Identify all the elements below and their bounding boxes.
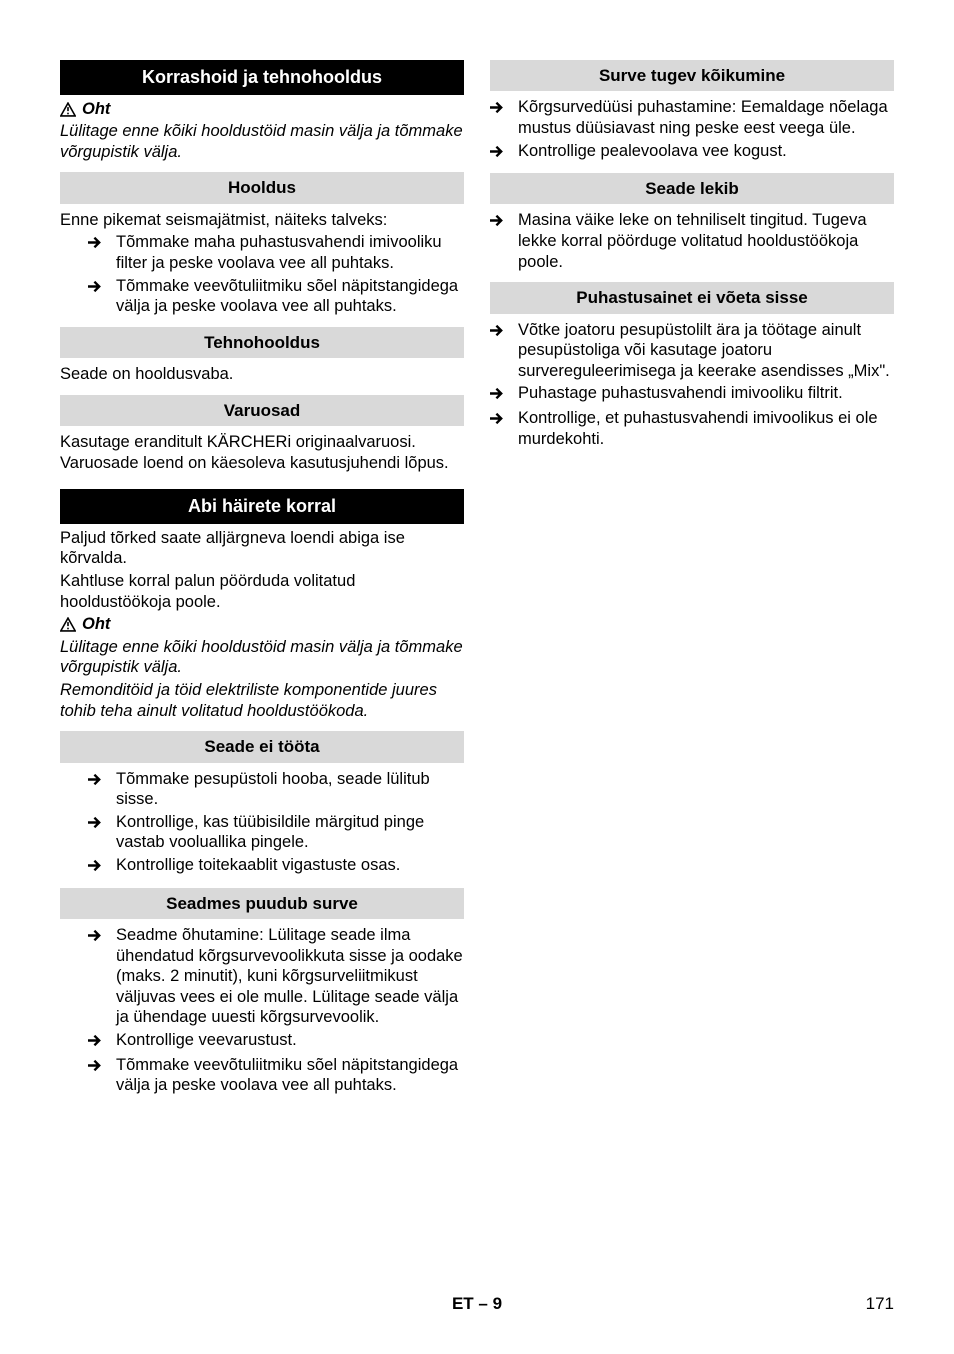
section-header-maintenance: Korrashoid ja tehnohooldus <box>60 60 464 95</box>
paragraph: Kahtluse korral palun pöörduda volitatud… <box>60 571 464 612</box>
subheader-puhastusainet: Puhastusainet ei võeta sisse <box>490 282 894 313</box>
footer-center: ET – 9 <box>120 1293 834 1314</box>
subheader-lekib: Seade lekib <box>490 173 894 204</box>
page-footer: ET – 9 171 <box>60 1293 894 1314</box>
list-item-text: Kontrollige veevarustust. <box>116 1030 464 1053</box>
list-item: Seadme õhutamine: Lülitage seade ilma üh… <box>60 925 464 1028</box>
list-item: Masina väike leke on tehniliselt tingitu… <box>490 210 894 272</box>
list-item-text: Masina väike leke on tehniliselt tingitu… <box>518 210 894 272</box>
list-item-text: Kontrollige toitekaablit vigastuste osas… <box>116 855 464 878</box>
list-item: Kontrollige veevarustust. <box>60 1030 464 1053</box>
list-item-text: Kontrollige, kas tüübisildile märgitud p… <box>116 812 464 853</box>
arrow-icon <box>490 97 508 138</box>
subheader-surve-puudub: Seadmes puudub surve <box>60 888 464 919</box>
list-item-text: Kõrgsurvedüüsi puhastamine: Eemaldage nõ… <box>518 97 894 138</box>
arrow-icon <box>88 276 106 317</box>
arrow-icon <box>88 925 106 1028</box>
arrow-icon <box>88 769 106 810</box>
paragraph: Paljud tõrked saate alljärgneva loendi a… <box>60 528 464 569</box>
subheader-tehnohooldus: Tehnohooldus <box>60 327 464 358</box>
warning-label: Oht <box>82 614 110 635</box>
warning-label: Oht <box>82 99 110 120</box>
list-item: Kontrollige pealevoolava vee kogust. <box>490 141 894 164</box>
list-surve-tugev: Kõrgsurvedüüsi puhastamine: Eemaldage nõ… <box>490 97 894 163</box>
warning-text: Lülitage enne kõiki hooldustöid masin vä… <box>60 121 464 162</box>
list-puhastusainet: Võtke joatoru pesupüstolilt ära ja tööta… <box>490 320 894 450</box>
list-item: Kontrollige toitekaablit vigastuste osas… <box>60 855 464 878</box>
list-item-text: Puhastage puhastusvahendi imivooliku fil… <box>518 383 894 406</box>
arrow-icon <box>88 855 106 878</box>
page-number: 171 <box>834 1293 894 1314</box>
warning-icon <box>60 99 76 120</box>
arrow-icon <box>88 1030 106 1053</box>
list-item-text: Tõmmake maha puhastusvahendi imivooliku … <box>116 232 464 273</box>
subheader-seade-ei-toota: Seade ei tööta <box>60 731 464 762</box>
warning-line: Oht <box>60 99 464 120</box>
list-item: Tõmmake pesupüstoli hooba, seade lülitub… <box>60 769 464 810</box>
subheader-varuosad: Varuosad <box>60 395 464 426</box>
list-item: Tõmmake veevõtuliitmiku sõel näpitstangi… <box>60 1055 464 1096</box>
list-item-text: Kontrollige pealevoolava vee kogust. <box>518 141 894 164</box>
warning-text: Remonditöid ja töid elektriliste kompone… <box>60 680 464 721</box>
arrow-icon <box>88 232 106 273</box>
arrow-icon <box>490 320 508 382</box>
list-item-text: Seadme õhutamine: Lülitage seade ilma üh… <box>116 925 464 1028</box>
arrow-icon <box>490 383 508 406</box>
list-item-text: Tõmmake veevõtuliitmiku sõel näpitstangi… <box>116 276 464 317</box>
paragraph: Enne pikemat seismajätmist, näiteks talv… <box>60 210 464 231</box>
arrow-icon <box>490 210 508 272</box>
list-item-text: Tõmmake veevõtuliitmiku sõel näpitstangi… <box>116 1055 464 1096</box>
list-surve-puudub: Seadme õhutamine: Lülitage seade ilma üh… <box>60 925 464 1096</box>
subheader-hooldus: Hooldus <box>60 172 464 203</box>
arrow-icon <box>88 1055 106 1096</box>
paragraph: Kasutage eranditult KÄRCHERi originaalva… <box>60 432 464 473</box>
list-hooldus: Tõmmake maha puhastusvahendi imivooliku … <box>60 232 464 317</box>
arrow-icon <box>490 408 508 449</box>
list-item: Võtke joatoru pesupüstolilt ära ja tööta… <box>490 320 894 382</box>
section-header-troubleshoot: Abi häirete korral <box>60 489 464 524</box>
list-lekib: Masina väike leke on tehniliselt tingitu… <box>490 210 894 272</box>
list-item: Kõrgsurvedüüsi puhastamine: Eemaldage nõ… <box>490 97 894 138</box>
subheader-surve-tugev: Surve tugev kõikumine <box>490 60 894 91</box>
arrow-icon <box>88 812 106 853</box>
list-item-text: Tõmmake pesupüstoli hooba, seade lülitub… <box>116 769 464 810</box>
list-seade-ei: Tõmmake pesupüstoli hooba, seade lülitub… <box>60 769 464 878</box>
list-item: Tõmmake maha puhastusvahendi imivooliku … <box>60 232 464 273</box>
warning-icon <box>60 614 76 635</box>
arrow-icon <box>490 141 508 164</box>
paragraph: Seade on hooldusvaba. <box>60 364 464 385</box>
list-item: Puhastage puhastusvahendi imivooliku fil… <box>490 383 894 406</box>
list-item: Kontrollige, et puhastusvahendi imivooli… <box>490 408 894 449</box>
list-item-text: Võtke joatoru pesupüstolilt ära ja tööta… <box>518 320 894 382</box>
list-item-text: Kontrollige, et puhastusvahendi imivooli… <box>518 408 894 449</box>
warning-line: Oht <box>60 614 464 635</box>
list-item: Tõmmake veevõtuliitmiku sõel näpitstangi… <box>60 276 464 317</box>
list-item: Kontrollige, kas tüübisildile märgitud p… <box>60 812 464 853</box>
warning-text: Lülitage enne kõiki hooldustöid masin vä… <box>60 637 464 678</box>
